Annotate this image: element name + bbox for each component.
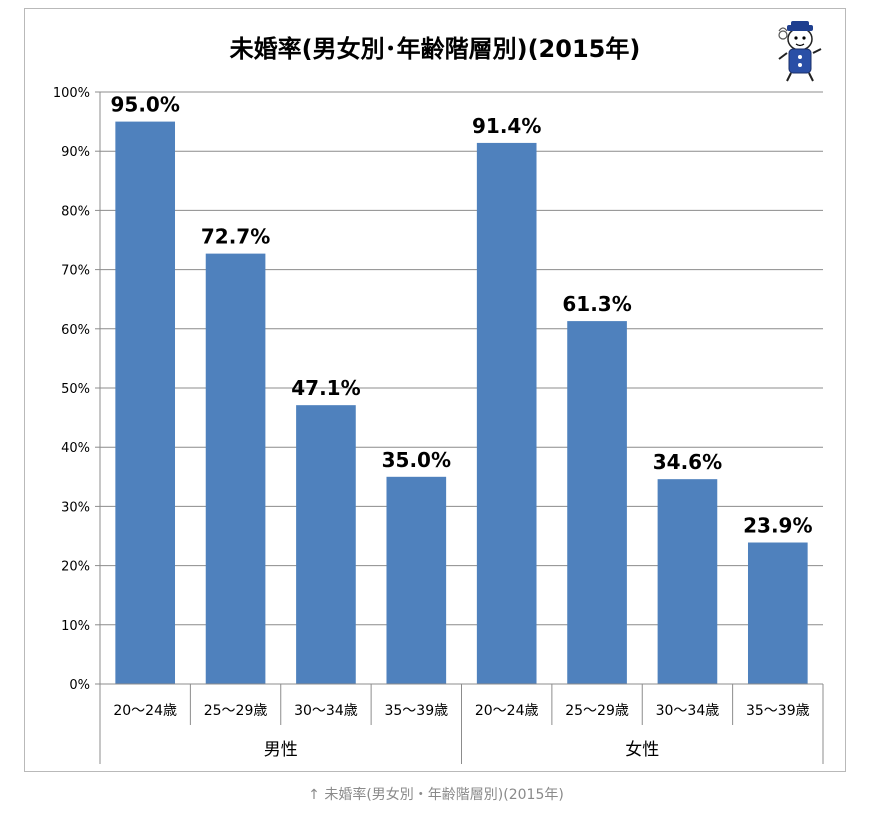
y-tick-label: 90%	[61, 145, 90, 160]
category-label: 25〜29歳	[565, 703, 629, 719]
data-label: 47.1%	[291, 376, 360, 400]
y-tick-label: 10%	[61, 619, 90, 634]
chart-title: 未婚率(男女別･年齢階層別)(2015年)	[230, 35, 641, 63]
data-label: 35.0%	[382, 448, 451, 472]
category-label: 25〜29歳	[204, 703, 268, 719]
y-tick-label: 70%	[61, 264, 90, 279]
category-label: 30〜34歳	[656, 703, 720, 719]
figure-caption: ↑ 未婚率(男女別・年齢階層別)(2015年)	[308, 787, 564, 803]
category-label: 20〜24歳	[475, 703, 539, 719]
bar	[296, 405, 356, 684]
y-tick-label: 60%	[61, 323, 90, 338]
data-label: 72.7%	[201, 225, 270, 249]
category-label: 20〜24歳	[113, 703, 177, 719]
y-tick-label: 100%	[53, 86, 90, 101]
group-label: 男性	[264, 740, 298, 760]
bar	[205, 253, 266, 684]
data-label: 61.3%	[562, 292, 631, 316]
bar	[476, 142, 537, 685]
y-tick-label: 40%	[61, 441, 90, 456]
cartoon-character-logo-icon	[778, 21, 822, 82]
y-tick-label: 80%	[61, 204, 90, 219]
bar	[747, 542, 808, 684]
data-label: 23.9%	[743, 514, 812, 538]
category-label: 35〜39歳	[746, 703, 810, 719]
group-label: 女性	[625, 740, 659, 760]
data-label: 34.6%	[653, 450, 722, 474]
data-label: 95.0%	[110, 93, 179, 117]
chart: 未婚率(男女別･年齢階層別)(2015年) 0% 10% 20% 30% 40% 50% 6…	[53, 21, 824, 764]
bar	[115, 121, 176, 685]
bar	[657, 479, 718, 684]
bar	[386, 476, 447, 684]
y-tick-label: 20%	[61, 560, 90, 575]
data-label: 91.4%	[472, 114, 541, 138]
bar	[567, 321, 627, 684]
chart-frame: 未婚率(男女別･年齢階層別)(2015年) 0% 10% 20% 30% 40% 50% 6…	[24, 8, 846, 772]
y-tick-label: 50%	[61, 382, 90, 397]
y-tick-label: 0%	[69, 678, 90, 693]
category-label: 30〜34歳	[294, 703, 358, 719]
y-tick-label: 30%	[61, 500, 90, 515]
category-label: 35〜39歳	[384, 703, 448, 719]
